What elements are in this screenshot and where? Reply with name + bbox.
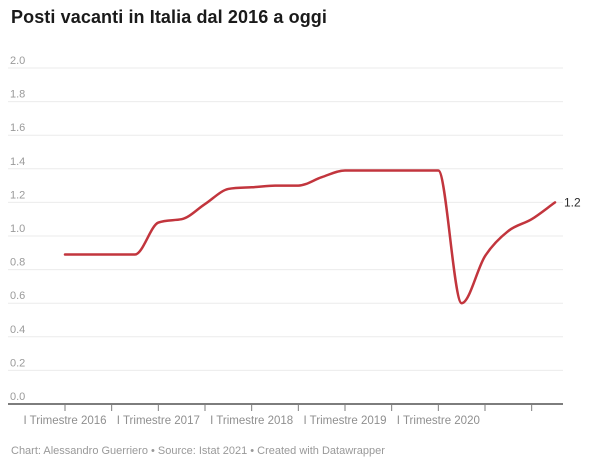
y-axis-label: 2.0 bbox=[10, 55, 25, 67]
x-axis-label: I Trimestre 2019 bbox=[303, 415, 386, 427]
y-axis-label: 0.6 bbox=[10, 290, 25, 302]
x-axis-label: I Trimestre 2016 bbox=[23, 415, 106, 427]
y-axis-label: 1.0 bbox=[10, 223, 25, 235]
attribution: Chart: Alessandro Guerriero • Source: Is… bbox=[11, 445, 385, 457]
y-axis-label: 1.4 bbox=[10, 156, 25, 168]
data-line bbox=[63, 169, 557, 305]
y-axis-label: 0.0 bbox=[10, 391, 25, 403]
y-axis-label: 1.2 bbox=[10, 189, 25, 201]
y-axis-label: 1.8 bbox=[10, 89, 25, 101]
x-axis-label: I Trimestre 2018 bbox=[210, 415, 293, 427]
y-axis-label: 0.4 bbox=[10, 324, 25, 336]
x-axis-label: I Trimestre 2020 bbox=[397, 415, 480, 427]
y-axis-label: 1.6 bbox=[10, 122, 25, 134]
value-label: 1.2 bbox=[564, 195, 581, 209]
chart-title: Posti vacanti in Italia dal 2016 a oggi bbox=[11, 7, 328, 27]
x-axis-label: I Trimestre 2017 bbox=[117, 415, 200, 427]
y-axis-label: 0.8 bbox=[10, 257, 25, 269]
y-axis-label: 0.2 bbox=[10, 357, 25, 369]
